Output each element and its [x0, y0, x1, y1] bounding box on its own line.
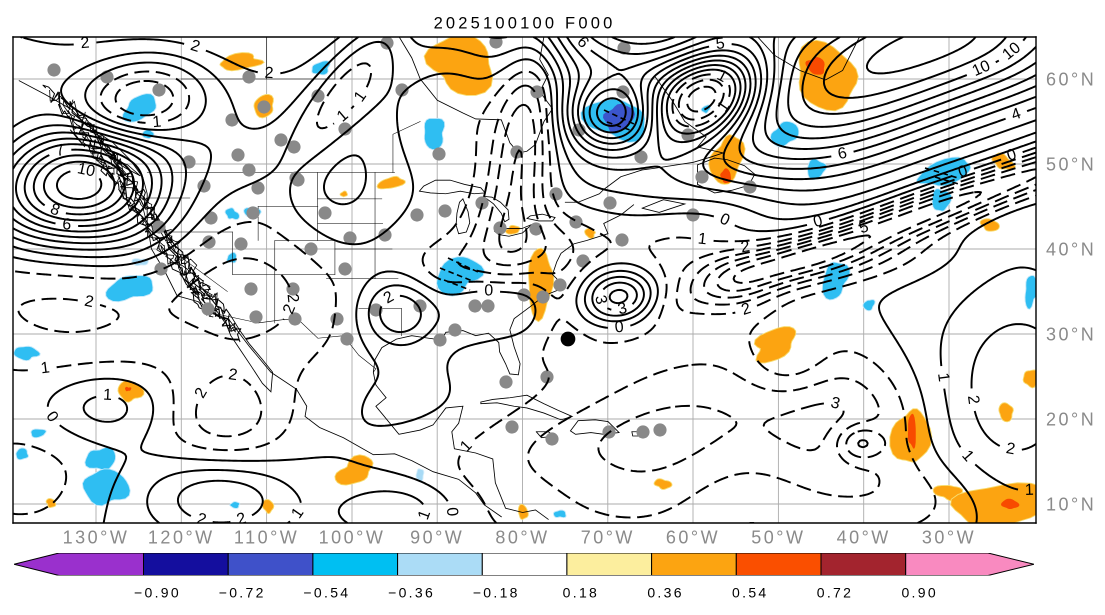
- svg-text:50°N: 50°N: [1046, 155, 1096, 175]
- svg-text:−0.18: −0.18: [473, 585, 520, 601]
- svg-text:−0.54: −0.54: [303, 585, 350, 601]
- svg-text:1: 1: [1025, 482, 1035, 499]
- svg-text:10°N: 10°N: [1046, 495, 1096, 515]
- svg-text:2: 2: [83, 293, 95, 311]
- svg-text:40°W: 40°W: [837, 528, 891, 548]
- svg-text:90°W: 90°W: [410, 528, 464, 548]
- svg-text:60°W: 60°W: [666, 528, 720, 548]
- svg-text:0.36: 0.36: [647, 585, 683, 601]
- svg-text:10: 10: [76, 160, 97, 180]
- svg-text:50°W: 50°W: [751, 528, 805, 548]
- svg-text:1: 1: [40, 359, 51, 377]
- svg-text:110°W: 110°W: [234, 528, 299, 548]
- svg-text:−0.90: −0.90: [134, 585, 181, 601]
- svg-text:6: 6: [61, 216, 72, 234]
- svg-text:2: 2: [283, 293, 301, 304]
- svg-text:−0.36: −0.36: [388, 585, 435, 601]
- svg-text:0.18: 0.18: [563, 585, 599, 601]
- svg-text:1: 1: [152, 113, 163, 131]
- svg-text:1: 1: [697, 230, 708, 248]
- svg-text:0: 0: [811, 212, 824, 231]
- svg-text:−0.72: −0.72: [219, 585, 266, 601]
- svg-text:10: 10: [970, 57, 993, 80]
- svg-text:2: 2: [1005, 440, 1017, 458]
- svg-text:60°N: 60°N: [1046, 70, 1096, 90]
- svg-text:3: 3: [616, 300, 629, 319]
- svg-text:2: 2: [739, 300, 753, 319]
- svg-text:2: 2: [740, 238, 751, 256]
- svg-text:40°N: 40°N: [1046, 240, 1096, 260]
- svg-text:2: 2: [964, 394, 982, 405]
- svg-text:30°W: 30°W: [922, 528, 976, 548]
- svg-text:20°N: 20°N: [1046, 410, 1096, 430]
- svg-text:0.90: 0.90: [901, 585, 937, 601]
- svg-text:70°W: 70°W: [581, 528, 635, 548]
- svg-text:6: 6: [836, 145, 848, 164]
- svg-text:2: 2: [227, 366, 238, 384]
- svg-text:2: 2: [80, 34, 91, 52]
- svg-text:1: 1: [103, 387, 113, 404]
- svg-text:5: 5: [715, 35, 726, 53]
- svg-text:2025100100 F000: 2025100100 F000: [434, 15, 616, 33]
- svg-text:30°N: 30°N: [1046, 325, 1096, 345]
- svg-text:80°W: 80°W: [495, 528, 549, 548]
- svg-text:0: 0: [484, 282, 493, 299]
- svg-text:100°W: 100°W: [319, 528, 386, 548]
- svg-text:120°W: 120°W: [148, 528, 215, 548]
- svg-text:2: 2: [195, 510, 208, 529]
- svg-text:2: 2: [264, 65, 274, 82]
- svg-text:3: 3: [829, 394, 842, 413]
- svg-text:3: 3: [591, 294, 610, 306]
- svg-text:1: 1: [934, 372, 952, 383]
- svg-text:0.72: 0.72: [817, 585, 853, 601]
- svg-text:0: 0: [443, 507, 461, 517]
- svg-text:130°W: 130°W: [63, 528, 130, 548]
- svg-text:0.54: 0.54: [732, 585, 768, 601]
- svg-text:0: 0: [614, 319, 625, 337]
- svg-text:7: 7: [54, 142, 67, 161]
